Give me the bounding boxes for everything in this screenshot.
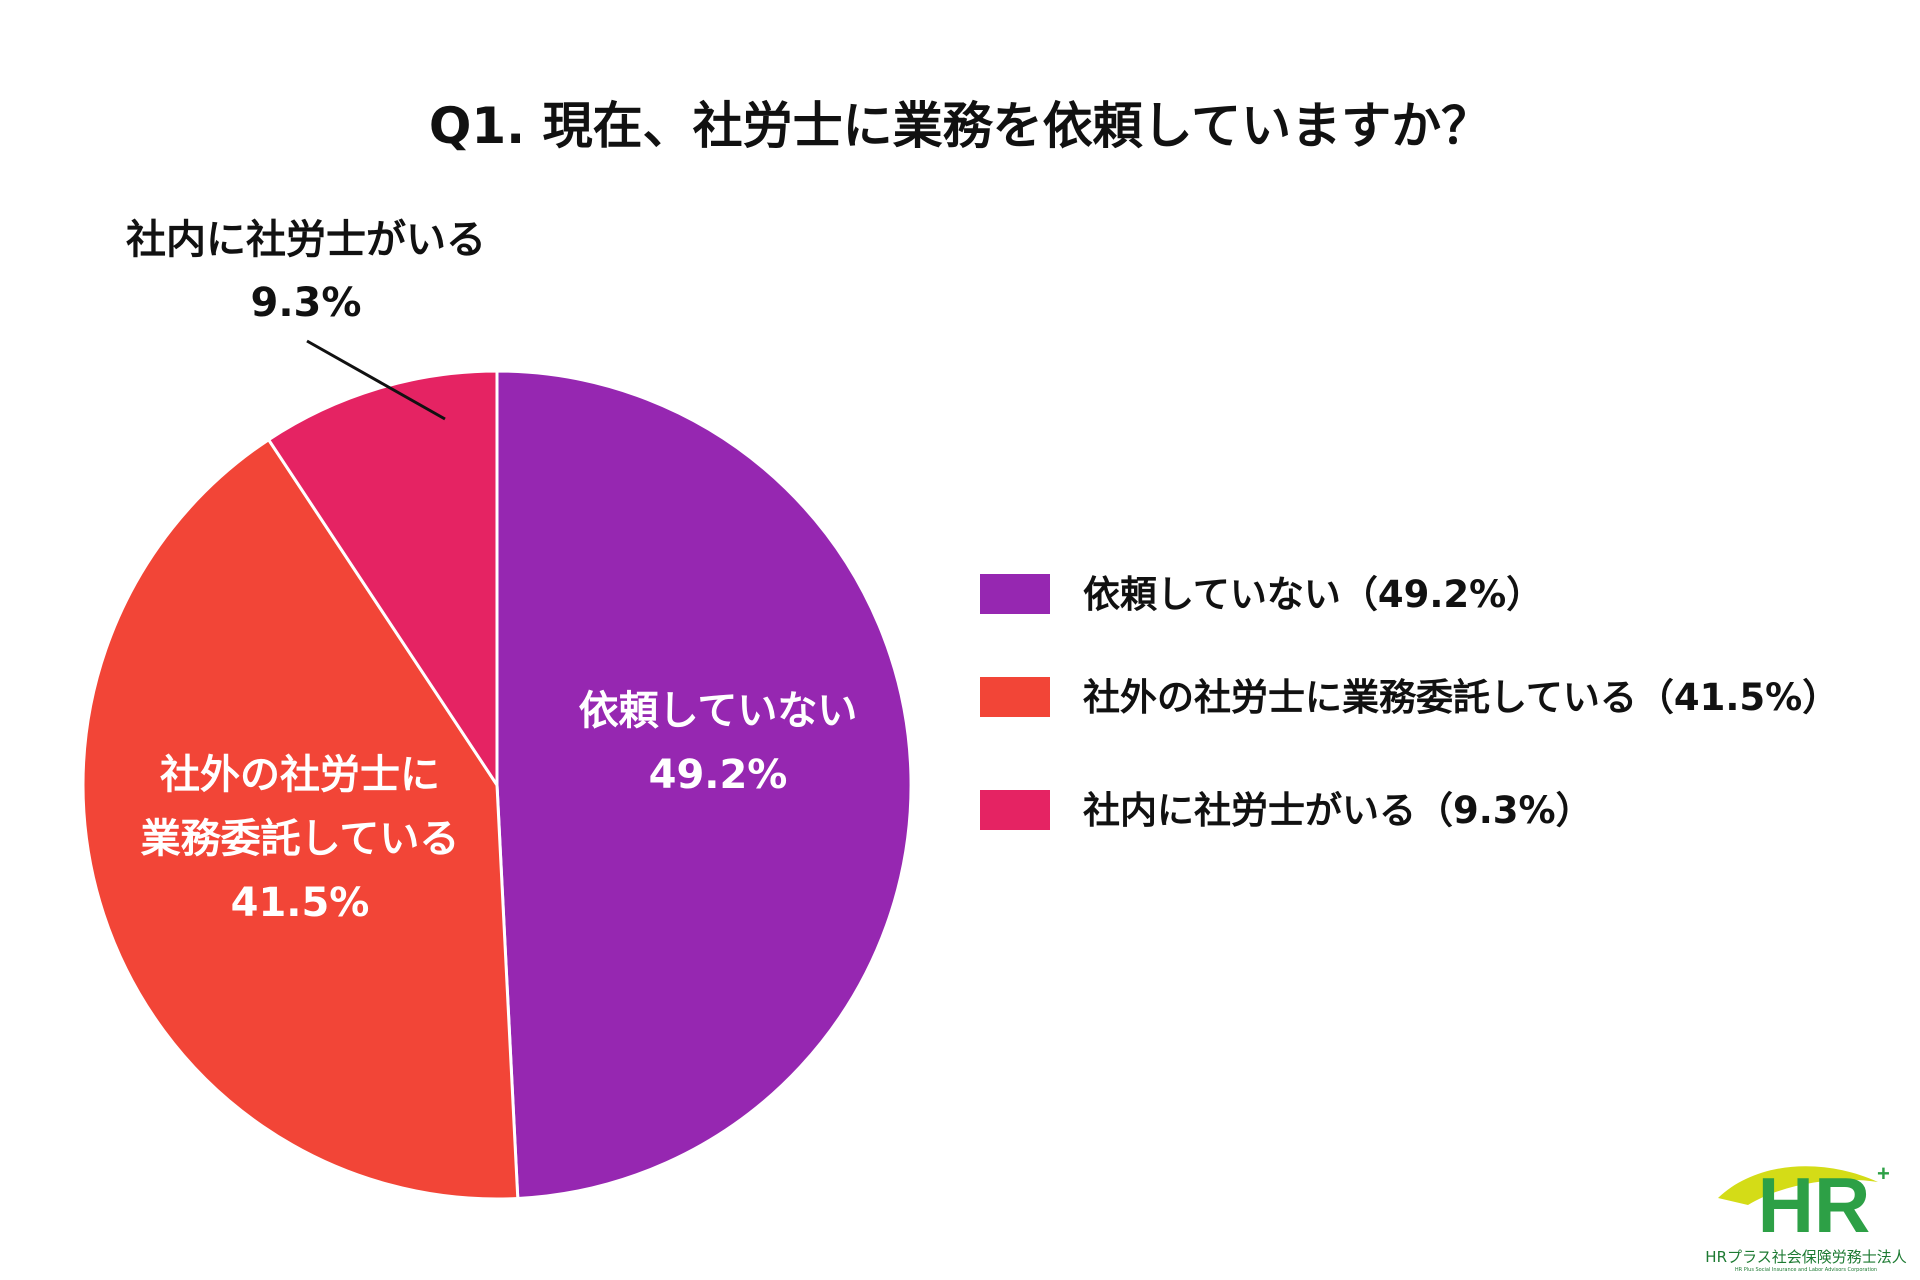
legend-swatch-internal bbox=[980, 790, 1050, 830]
slice-labels: 依頼していない 49.2% 社外の社労士に業務委託している 41.5% 社内に社労士がい… bbox=[126, 217, 857, 926]
logo-plus-icon: + bbox=[1877, 1161, 1890, 1186]
legend: 依頼していない（49.2%） 社外の社労士に業務委託している（41.5%） 社内に社… bbox=[980, 573, 1839, 832]
chart-title: Q1. 現在、社労士に業務を依頼していますか？ bbox=[429, 97, 1491, 155]
pie-slice-external bbox=[81, 437, 520, 1201]
logo-wordmark: HR bbox=[1758, 1161, 1871, 1249]
hr-plus-logo: HR + HRプラス社会保険労務士法人 HR Plus Social Insur… bbox=[1705, 1161, 1906, 1273]
slice-label-not_requested: 依頼していない 49.2% bbox=[579, 688, 858, 798]
logo-swoosh bbox=[1718, 1166, 1878, 1205]
leader-line-internal bbox=[306, 339, 446, 421]
logo-caption: HRプラス社会保険労務士法人 bbox=[1705, 1248, 1906, 1266]
pie-slice-internal bbox=[266, 369, 499, 790]
pie-slice-not_requested bbox=[495, 369, 913, 1201]
pie-slices bbox=[81, 369, 913, 1201]
slice-label-external: 社外の社労士に業務委託している 41.5% bbox=[141, 752, 460, 926]
legend-swatch-external bbox=[980, 677, 1050, 717]
legend-label-external: 社外の社労士に業務委託している（41.5%） bbox=[1083, 676, 1839, 719]
logo-subcaption: HR Plus Social Insurance and Labor Advis… bbox=[1735, 1267, 1877, 1273]
legend-label-internal: 社内に社労士がいる（9.3%） bbox=[1083, 789, 1593, 832]
slice-label-internal: 社内に社労士がいる 9.3% bbox=[126, 217, 486, 326]
legend-label-not_requested: 依頼していない（49.2%） bbox=[1083, 573, 1543, 616]
legend-swatch-not_requested bbox=[980, 574, 1050, 614]
